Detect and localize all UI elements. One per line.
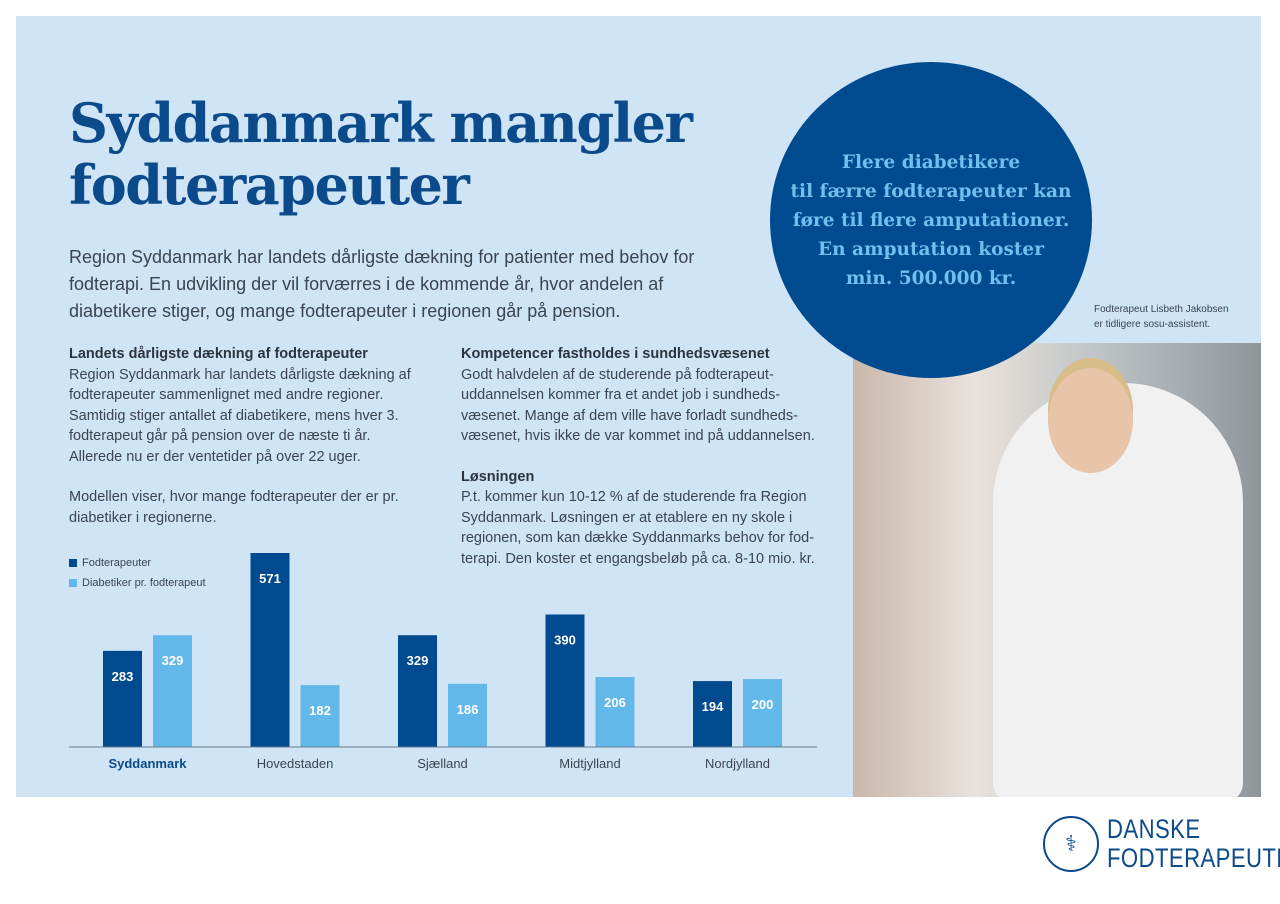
- legend-label: Fodterapeuter: [82, 557, 152, 569]
- solution-body: P.t. kommer kun 10-12 % af de studerende…: [461, 489, 815, 567]
- bar: [300, 685, 340, 747]
- bar-value-label: 186: [457, 702, 479, 717]
- logo-text: DANSKE FODTERAPEUTER: [1107, 814, 1280, 873]
- bar-value-label: 329: [407, 653, 429, 668]
- left-column: Landets dårligste dækning af fodterapeut…: [69, 344, 419, 548]
- bar-value-label: 390: [554, 632, 576, 647]
- legend-swatch: [69, 579, 77, 587]
- callout-circle: Flere diabetikere til færre fodterapeute…: [770, 62, 1092, 378]
- right-column: Kompetencer fastholdes i sundhedsvæsenet…: [461, 344, 821, 589]
- bar: [595, 677, 635, 747]
- bar: [448, 683, 487, 747]
- caduceus-seal-icon: ⚕: [1043, 816, 1099, 872]
- bar-value-label: 206: [604, 695, 626, 710]
- category-label: Hovedstaden: [257, 756, 334, 771]
- legend-item: Fodterapeuter: [69, 553, 206, 573]
- legend-item: Diabetiker pr. fodterapeut: [69, 573, 206, 593]
- right-body: Godt halvdelen af de studerende på fodte…: [461, 366, 815, 445]
- page-title: Syddanmark mangler fodterapeuter: [69, 91, 693, 217]
- bar: [398, 635, 437, 747]
- bar: [743, 679, 782, 747]
- bar: [693, 681, 732, 747]
- category-label: Nordjylland: [705, 756, 770, 771]
- bar: [545, 614, 585, 747]
- left-heading: Landets dårligste dækning af fodterapeut…: [69, 346, 368, 362]
- category-label: Sjælland: [417, 756, 468, 771]
- intro-text: Region Syddanmark har landets dårligste …: [69, 247, 695, 321]
- bar: [103, 650, 142, 747]
- category-label: Syddanmark: [108, 756, 187, 771]
- category-label: Midtjylland: [559, 756, 620, 771]
- logo: ⚕ DANSKE FODTERAPEUTER: [1043, 815, 1280, 873]
- left-body-2: Modellen viser, hvor mange fodterapeuter…: [69, 489, 399, 526]
- chart-legend: Fodterapeuter Diabetiker pr. fodterapeut: [69, 553, 206, 593]
- bar: [153, 635, 192, 747]
- bar-value-label: 283: [112, 669, 134, 684]
- bar-value-label: 329: [162, 653, 184, 668]
- legend-swatch: [69, 559, 77, 567]
- bar-value-label: 571: [259, 571, 281, 586]
- right-heading: Kompetencer fastholdes i sundhedsvæsenet: [461, 346, 770, 362]
- photo-footterapist: [853, 343, 1261, 797]
- person-head: [1048, 368, 1133, 473]
- bar-value-label: 194: [702, 699, 724, 714]
- callout-text: Flere diabetikere til færre fodterapeute…: [790, 151, 1072, 289]
- left-body: Region Syddanmark har landets dårligste …: [69, 366, 411, 465]
- solution-heading: Løsningen: [461, 468, 535, 485]
- bar: [250, 553, 290, 747]
- bar-value-label: 182: [309, 703, 331, 718]
- photo-caption: Fodterapeut Lisbeth Jakobsen er tidliger…: [1094, 304, 1229, 330]
- legend-label: Diabetiker pr. fodterapeut: [82, 577, 206, 589]
- bar-value-label: 200: [752, 697, 774, 712]
